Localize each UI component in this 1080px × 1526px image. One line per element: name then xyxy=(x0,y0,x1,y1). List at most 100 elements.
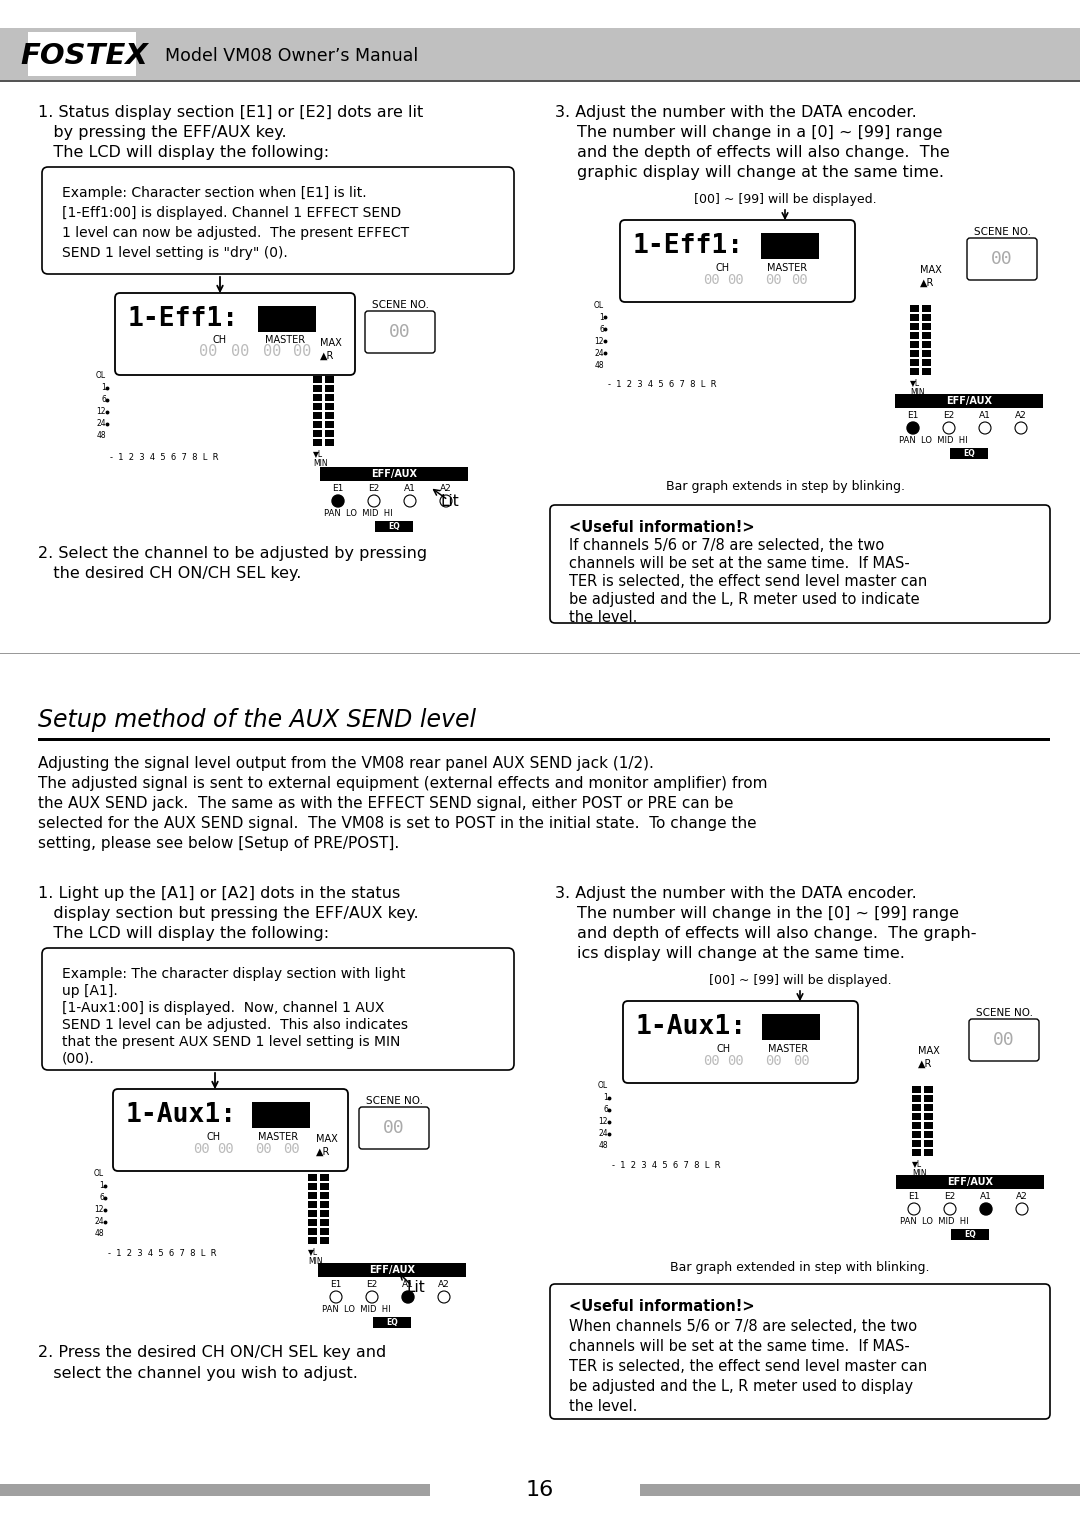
Text: -  1  2  3  4  5  6  7  8  L  R: - 1 2 3 4 5 6 7 8 L R xyxy=(110,453,218,462)
Text: 1-Eff1:: 1-Eff1: xyxy=(633,233,744,259)
Bar xyxy=(912,1112,921,1120)
Text: MASTER: MASTER xyxy=(768,1044,808,1054)
Text: A2: A2 xyxy=(1016,1192,1028,1201)
Bar xyxy=(912,1131,921,1138)
Bar xyxy=(325,430,334,436)
Text: ▼L
MIN: ▼L MIN xyxy=(308,1247,323,1267)
Text: E2: E2 xyxy=(368,484,380,493)
Text: A2: A2 xyxy=(441,484,451,493)
Text: graphic display will change at the same time.: graphic display will change at the same … xyxy=(577,165,944,180)
FancyBboxPatch shape xyxy=(620,220,855,302)
Text: selected for the AUX SEND signal.  The VM08 is set to POST in the initial state.: selected for the AUX SEND signal. The VM… xyxy=(38,816,757,832)
Text: 00: 00 xyxy=(727,273,743,287)
Bar xyxy=(910,305,919,311)
Text: MAX
▲R: MAX ▲R xyxy=(920,266,942,287)
Text: 24: 24 xyxy=(96,420,106,429)
Text: 6: 6 xyxy=(99,1193,104,1202)
Text: 1: 1 xyxy=(599,313,604,322)
Text: 1: 1 xyxy=(99,1181,104,1190)
Text: OL: OL xyxy=(594,301,604,310)
Text: -  1  2  3  4  5  6  7  8  L  R: - 1 2 3 4 5 6 7 8 L R xyxy=(612,1161,720,1170)
FancyBboxPatch shape xyxy=(42,948,514,1070)
Text: SCENE NO.: SCENE NO. xyxy=(973,227,1030,237)
Text: OL: OL xyxy=(94,1169,104,1178)
Bar xyxy=(910,359,919,366)
Bar xyxy=(910,314,919,320)
Text: by pressing the EFF/AUX key.: by pressing the EFF/AUX key. xyxy=(38,125,286,140)
Bar xyxy=(308,1238,318,1244)
Text: 00: 00 xyxy=(199,343,217,359)
Bar xyxy=(910,333,919,339)
Text: 00: 00 xyxy=(193,1141,211,1157)
Text: 00: 00 xyxy=(793,1054,809,1068)
Text: 3. Adjust the number with the DATA encoder.: 3. Adjust the number with the DATA encod… xyxy=(555,887,917,900)
Text: SEND 1 level setting is "dry" (0).: SEND 1 level setting is "dry" (0). xyxy=(62,246,287,259)
Bar xyxy=(375,520,413,533)
Text: SCENE NO.: SCENE NO. xyxy=(975,1009,1032,1018)
Bar xyxy=(922,305,931,311)
Text: Adjusting the signal level output from the VM08 rear panel AUX SEND jack (1/2).: Adjusting the signal level output from t… xyxy=(38,755,653,771)
Text: 12: 12 xyxy=(95,1206,104,1215)
Text: PAN  LO  MID  HI: PAN LO MID HI xyxy=(324,510,393,517)
Text: TER is selected, the effect send level master can: TER is selected, the effect send level m… xyxy=(569,1360,928,1373)
Bar xyxy=(313,430,322,436)
Text: 1. Light up the [A1] or [A2] dots in the status: 1. Light up the [A1] or [A2] dots in the… xyxy=(38,887,401,900)
Bar xyxy=(922,368,931,375)
Text: 24: 24 xyxy=(598,1129,608,1138)
Bar xyxy=(313,375,322,383)
Text: 1-Eff1:: 1-Eff1: xyxy=(129,307,239,333)
Text: 00: 00 xyxy=(231,343,249,359)
Text: E2: E2 xyxy=(366,1280,378,1289)
Bar xyxy=(924,1140,933,1148)
Text: MASTER: MASTER xyxy=(767,262,807,273)
Text: EQ: EQ xyxy=(388,522,400,531)
Bar xyxy=(924,1096,933,1102)
Text: up [A1].: up [A1]. xyxy=(62,984,118,998)
Text: [00] ~ [99] will be displayed.: [00] ~ [99] will be displayed. xyxy=(708,974,891,987)
Text: and the depth of effects will also change.  The: and the depth of effects will also chang… xyxy=(577,145,949,160)
Text: EFF/AUX: EFF/AUX xyxy=(947,1177,993,1187)
Bar xyxy=(924,1122,933,1129)
Bar xyxy=(38,739,1050,740)
Bar xyxy=(912,1140,921,1148)
Text: channels will be set at the same time.  If MAS-: channels will be set at the same time. I… xyxy=(569,1338,909,1354)
FancyBboxPatch shape xyxy=(365,311,435,353)
Text: MAX
▲R: MAX ▲R xyxy=(320,337,341,360)
Text: Bar graph extends in step by blinking.: Bar graph extends in step by blinking. xyxy=(665,481,905,493)
Text: the desired CH ON/CH SEL key.: the desired CH ON/CH SEL key. xyxy=(38,566,301,581)
Text: EQ: EQ xyxy=(387,1318,397,1328)
Text: A1: A1 xyxy=(980,1192,991,1201)
Bar xyxy=(922,349,931,357)
Text: 00: 00 xyxy=(256,1141,272,1157)
Text: MAX
▲R: MAX ▲R xyxy=(918,1045,940,1068)
Text: the AUX SEND jack.  The same as with the EFFECT SEND signal, either POST or PRE : the AUX SEND jack. The same as with the … xyxy=(38,797,733,810)
Text: 1. Status display section [E1] or [E2] dots are lit: 1. Status display section [E1] or [E2] d… xyxy=(38,105,423,121)
Text: 00: 00 xyxy=(775,1013,807,1041)
Text: PAN  LO  MID  HI: PAN LO MID HI xyxy=(322,1305,391,1314)
Text: [1-Eff1:00] is displayed. Channel 1 EFFECT SEND: [1-Eff1:00] is displayed. Channel 1 EFFE… xyxy=(62,206,402,220)
Text: E1: E1 xyxy=(907,410,919,420)
Bar xyxy=(922,314,931,320)
Text: A2: A2 xyxy=(1015,410,1027,420)
Bar xyxy=(924,1112,933,1120)
Text: be adjusted and the L, R meter used to indicate: be adjusted and the L, R meter used to i… xyxy=(569,592,920,607)
Bar xyxy=(922,340,931,348)
Bar xyxy=(308,1192,318,1199)
Bar xyxy=(910,340,919,348)
Bar xyxy=(912,1149,921,1157)
Text: PAN  LO  MID  HI: PAN LO MID HI xyxy=(899,436,968,446)
Bar xyxy=(912,1087,921,1093)
Text: -  1  2  3  4  5  6  7  8  L  R: - 1 2 3 4 5 6 7 8 L R xyxy=(108,1248,216,1257)
Text: 6: 6 xyxy=(599,325,604,334)
Text: setting, please see below [Setup of PRE/POST].: setting, please see below [Setup of PRE/… xyxy=(38,836,400,852)
Text: SCENE NO.: SCENE NO. xyxy=(365,1096,422,1106)
Text: 1: 1 xyxy=(102,383,106,392)
Bar xyxy=(640,1483,1080,1495)
Text: SCENE NO.: SCENE NO. xyxy=(372,301,429,310)
FancyBboxPatch shape xyxy=(550,505,1050,623)
Text: 00: 00 xyxy=(265,1102,297,1128)
Text: select the channel you wish to adjust.: select the channel you wish to adjust. xyxy=(38,1366,357,1381)
Bar xyxy=(258,307,316,333)
Text: A1: A1 xyxy=(980,410,991,420)
Bar xyxy=(325,385,334,392)
